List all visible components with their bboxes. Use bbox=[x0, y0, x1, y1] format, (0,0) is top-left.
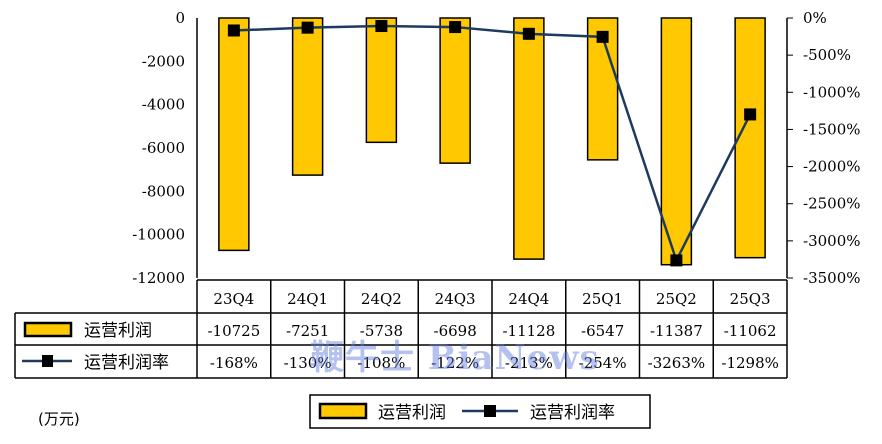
category-label: 24Q1 bbox=[287, 290, 328, 308]
line-data-label: -122% bbox=[431, 354, 479, 372]
bar-24Q1 bbox=[291, 17, 324, 176]
left-axis-tick-label: -12000 bbox=[132, 269, 185, 287]
right-axis-tick-label: -3500% bbox=[803, 269, 861, 287]
right-axis-tick-label: -1500% bbox=[803, 120, 861, 138]
left-axis-tick-label: -6000 bbox=[142, 139, 185, 157]
category-label: 23Q4 bbox=[213, 290, 254, 308]
right-axis-tick-label: -3000% bbox=[803, 232, 861, 250]
margin-marker-24Q2 bbox=[375, 20, 388, 33]
table-line-swatch-marker bbox=[42, 355, 53, 367]
table-bar-swatch bbox=[23, 321, 73, 338]
left-axis-tick-label: -2000 bbox=[142, 52, 185, 70]
table-row-label: 运营利润 bbox=[84, 321, 152, 341]
line-data-label: -168% bbox=[210, 354, 258, 372]
line-data-label: -254% bbox=[579, 354, 627, 372]
line-data-label: -3263% bbox=[648, 354, 706, 372]
line-data-label: -130% bbox=[284, 354, 332, 372]
left-axis-tick-label: 0 bbox=[175, 9, 185, 27]
legend-line-marker bbox=[484, 405, 496, 417]
category-label: 25Q3 bbox=[730, 290, 771, 308]
line-data-label: -1298% bbox=[721, 354, 779, 372]
bar-data-label: -7251 bbox=[286, 322, 329, 340]
left-axis-tick-label: -10000 bbox=[132, 226, 185, 244]
right-axis-tick-label: -500% bbox=[803, 46, 851, 64]
legend-item: 运营利润率 bbox=[530, 403, 615, 423]
unit-label: (万元) bbox=[38, 410, 80, 428]
bar-data-label: -11062 bbox=[724, 322, 777, 340]
margin-marker-25Q2 bbox=[670, 254, 683, 267]
line-data-label: -213% bbox=[505, 354, 553, 372]
margin-marker-25Q3 bbox=[744, 108, 757, 121]
bar-24Q4 bbox=[513, 17, 545, 260]
bar-25Q3 bbox=[734, 17, 766, 259]
bar-data-label: -11387 bbox=[650, 322, 703, 340]
bar-data-label: -10725 bbox=[207, 322, 260, 340]
bar-data-label: -6547 bbox=[581, 322, 624, 340]
left-axis-tick-label: -8000 bbox=[142, 182, 185, 200]
legend-bar-swatch bbox=[318, 402, 368, 420]
category-label: 25Q1 bbox=[582, 290, 623, 308]
right-axis-tick-label: -1000% bbox=[803, 83, 861, 101]
bar-data-label: -11128 bbox=[502, 322, 555, 340]
table-row-label: 运营利润率 bbox=[84, 353, 169, 373]
bar-data-label: -6698 bbox=[434, 322, 477, 340]
margin-marker-24Q4 bbox=[522, 27, 535, 40]
right-axis-tick-label: 0% bbox=[803, 9, 827, 27]
margin-line bbox=[233, 24, 752, 264]
line-data-label: -108% bbox=[357, 354, 405, 372]
margin-marker-23Q4 bbox=[227, 24, 240, 37]
margin-marker-24Q3 bbox=[449, 21, 462, 34]
category-label: 24Q3 bbox=[435, 290, 476, 308]
bar-24Q2 bbox=[365, 17, 398, 144]
category-label: 24Q2 bbox=[361, 290, 402, 308]
margin-marker-24Q1 bbox=[301, 21, 314, 34]
bar-data-label: -5738 bbox=[360, 322, 403, 340]
bar-25Q2 bbox=[660, 17, 693, 266]
watermark: 鞭牛士 BiaNews bbox=[310, 338, 600, 378]
right-axis-tick-label: -2500% bbox=[803, 195, 861, 213]
left-axis-tick-label: -4000 bbox=[142, 96, 185, 114]
category-label: 24Q4 bbox=[508, 290, 549, 308]
bar-23Q4 bbox=[218, 17, 250, 252]
bar-24Q3 bbox=[439, 17, 471, 164]
category-label: 25Q2 bbox=[656, 290, 697, 308]
right-axis-tick-label: -2000% bbox=[803, 158, 861, 176]
margin-marker-25Q1 bbox=[596, 30, 609, 43]
legend-item: 运营利润 bbox=[378, 403, 446, 423]
